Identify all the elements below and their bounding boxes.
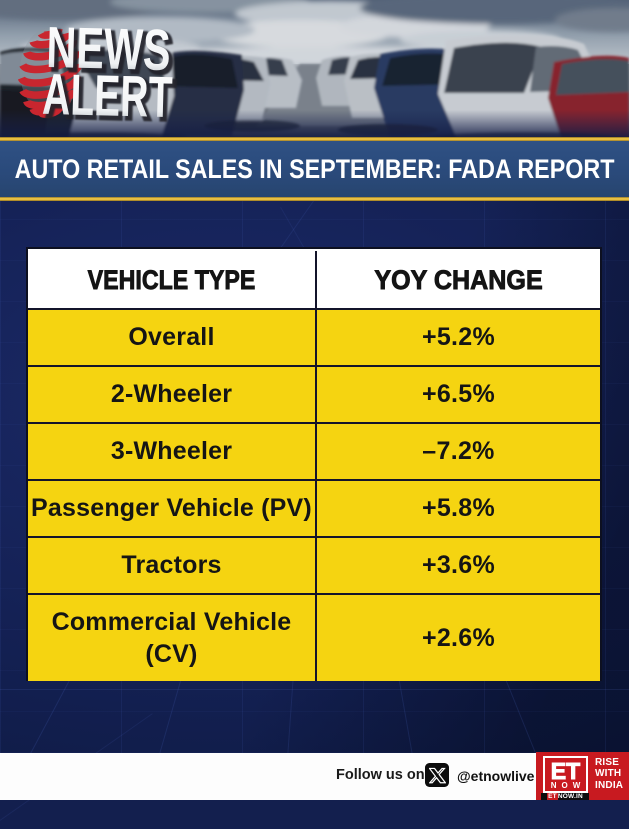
svg-text:ALERT: ALERT — [41, 62, 173, 130]
svg-text:ALERT: ALERT — [45, 65, 177, 133]
svg-text:NEWS: NEWS — [49, 18, 175, 86]
svg-text:NEWS: NEWS — [46, 15, 172, 83]
